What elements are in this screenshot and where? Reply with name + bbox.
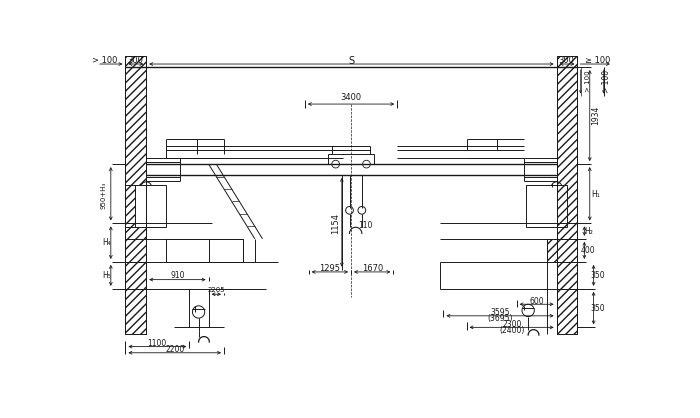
Text: H₂: H₂	[584, 227, 594, 236]
Text: 2200: 2200	[165, 345, 184, 354]
Text: H₄: H₄	[102, 238, 111, 247]
Bar	[556, 185, 567, 227]
Text: 1934: 1934	[592, 106, 601, 125]
Text: (2400): (2400)	[499, 326, 525, 335]
Bar	[547, 239, 578, 262]
Text: 110: 110	[358, 221, 372, 230]
Text: 350: 350	[590, 303, 605, 313]
Text: > 100: > 100	[602, 69, 611, 92]
Text: H₅: H₅	[102, 270, 111, 280]
Text: 3595: 3595	[491, 308, 510, 317]
Bar	[125, 262, 146, 308]
Text: S: S	[348, 56, 354, 66]
Text: H₁: H₁	[591, 191, 599, 199]
Text: 3400: 3400	[340, 93, 362, 102]
Text: 400: 400	[581, 246, 596, 255]
Text: ≥ 100: ≥ 100	[584, 56, 610, 66]
Text: > 100: > 100	[92, 56, 118, 66]
Bar	[556, 56, 577, 334]
Text: 600: 600	[529, 297, 544, 306]
Text: (3695): (3695)	[488, 314, 513, 324]
Bar	[125, 56, 146, 334]
Bar	[526, 185, 557, 227]
Bar	[135, 185, 167, 227]
Bar	[556, 262, 577, 304]
Bar	[125, 289, 146, 334]
Text: 950+H₃: 950+H₃	[100, 181, 106, 209]
Text: 2300: 2300	[503, 320, 522, 329]
Text: 350: 350	[590, 271, 605, 280]
Text: 1295: 1295	[319, 264, 340, 273]
Bar	[167, 239, 244, 262]
Text: 1100: 1100	[148, 339, 167, 348]
Text: 910: 910	[171, 271, 185, 280]
Text: 300: 300	[127, 56, 144, 66]
Text: > 100: > 100	[585, 70, 591, 92]
Text: 1154: 1154	[331, 213, 340, 234]
Text: 1670: 1670	[362, 264, 383, 273]
Text: 2205: 2205	[207, 288, 225, 293]
Bar	[556, 289, 577, 334]
Text: 300: 300	[559, 56, 575, 66]
Bar	[125, 185, 135, 227]
